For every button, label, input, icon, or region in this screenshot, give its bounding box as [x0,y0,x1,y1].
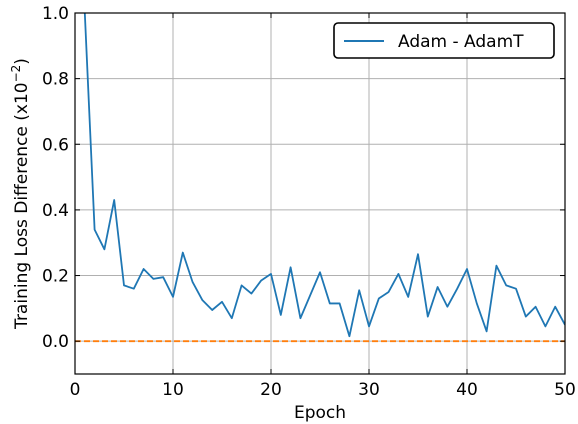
x-tick-label: 20 [260,380,282,400]
series-lines [75,13,565,343]
y-axis-label-exponent: −2 [9,65,23,83]
y-axis-label: Training Loss Difference (x10−2) [9,58,32,330]
y-axis-label-suffix: ) [12,58,32,65]
x-tick-label: 0 [70,380,81,400]
x-tick-label: 10 [162,380,184,400]
legend-entry-adam-adamt: Adam - AdamT [398,32,524,52]
axis-ticks: 0 10 20 30 40 50 0.0 0.2 0.4 0.6 0.8 1.0 [42,4,576,400]
x-tick-label: 40 [456,380,478,400]
legend-box [333,22,555,59]
y-tick-label: 1.0 [42,4,69,24]
grid-lines [74,12,566,374]
y-axis-label-text: Training Loss Difference (x10 [12,82,32,330]
y-tick-label: 0.4 [42,201,69,221]
x-tick-label: 30 [358,380,380,400]
x-tick-label: 50 [554,380,576,400]
x-axis-label: Epoch [294,403,346,423]
legend: Adam - AdamT [333,22,555,59]
y-tick-label: 0.2 [42,267,69,287]
series-line-adam-adamt [83,13,565,338]
y-tick-label: 0.8 [42,70,69,90]
y-tick-label: 0.6 [42,135,69,155]
y-tick-label: 0.0 [42,332,69,352]
plot-frame [74,12,566,375]
